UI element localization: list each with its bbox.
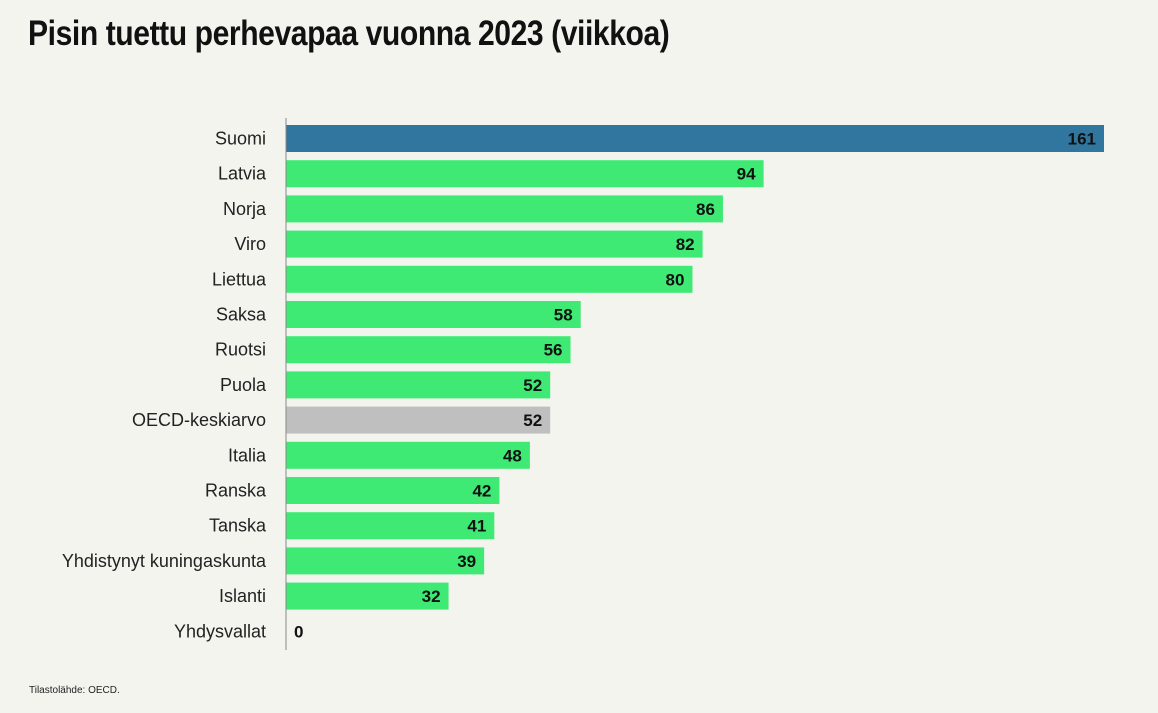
category-label: Ranska [205, 481, 267, 501]
bar [286, 512, 495, 540]
bar [286, 195, 723, 223]
source-note: Tilastolähde: OECD. [29, 685, 120, 696]
chart-title: Pisin tuettu perhevapaa vuonna 2023 (vii… [28, 14, 670, 53]
bar [286, 406, 551, 434]
category-label: Puola [220, 375, 267, 395]
category-label: Liettua [212, 269, 267, 289]
bar [286, 336, 571, 364]
bar [286, 230, 703, 258]
category-label: Norja [223, 199, 267, 219]
data-label: 58 [554, 306, 573, 325]
data-label: 41 [467, 517, 486, 536]
data-label: 39 [457, 552, 476, 571]
bar [286, 160, 764, 188]
category-label: Ruotsi [215, 340, 266, 360]
category-label: Saksa [216, 305, 267, 325]
data-label: 94 [737, 165, 756, 184]
data-label: 42 [472, 482, 491, 501]
data-label: 48 [503, 446, 522, 465]
category-label: Italia [228, 445, 267, 465]
category-label: OECD-keskiarvo [132, 410, 266, 430]
bar [286, 582, 449, 610]
data-label: 52 [523, 411, 542, 430]
data-label: 80 [666, 270, 685, 289]
bar [286, 547, 485, 575]
data-label: 82 [676, 235, 695, 254]
category-label: Islanti [219, 586, 266, 606]
data-label: 52 [523, 376, 542, 395]
bar [286, 441, 530, 469]
category-label: Latvia [218, 164, 267, 184]
category-label: Yhdistynyt kuningaskunta [62, 551, 267, 571]
data-label: 161 [1068, 130, 1096, 149]
category-label: Tanska [209, 516, 267, 536]
data-label: 56 [544, 341, 563, 360]
data-label: 86 [696, 200, 715, 219]
bar [286, 477, 500, 504]
category-label: Yhdysvallat [174, 621, 266, 641]
data-label: 0 [294, 622, 303, 641]
bar [286, 265, 693, 293]
bar [286, 371, 551, 399]
bar [286, 125, 1104, 152]
category-label: Viro [234, 234, 266, 254]
bar [286, 301, 581, 328]
category-label: Suomi [215, 129, 266, 149]
data-label: 32 [422, 587, 441, 606]
